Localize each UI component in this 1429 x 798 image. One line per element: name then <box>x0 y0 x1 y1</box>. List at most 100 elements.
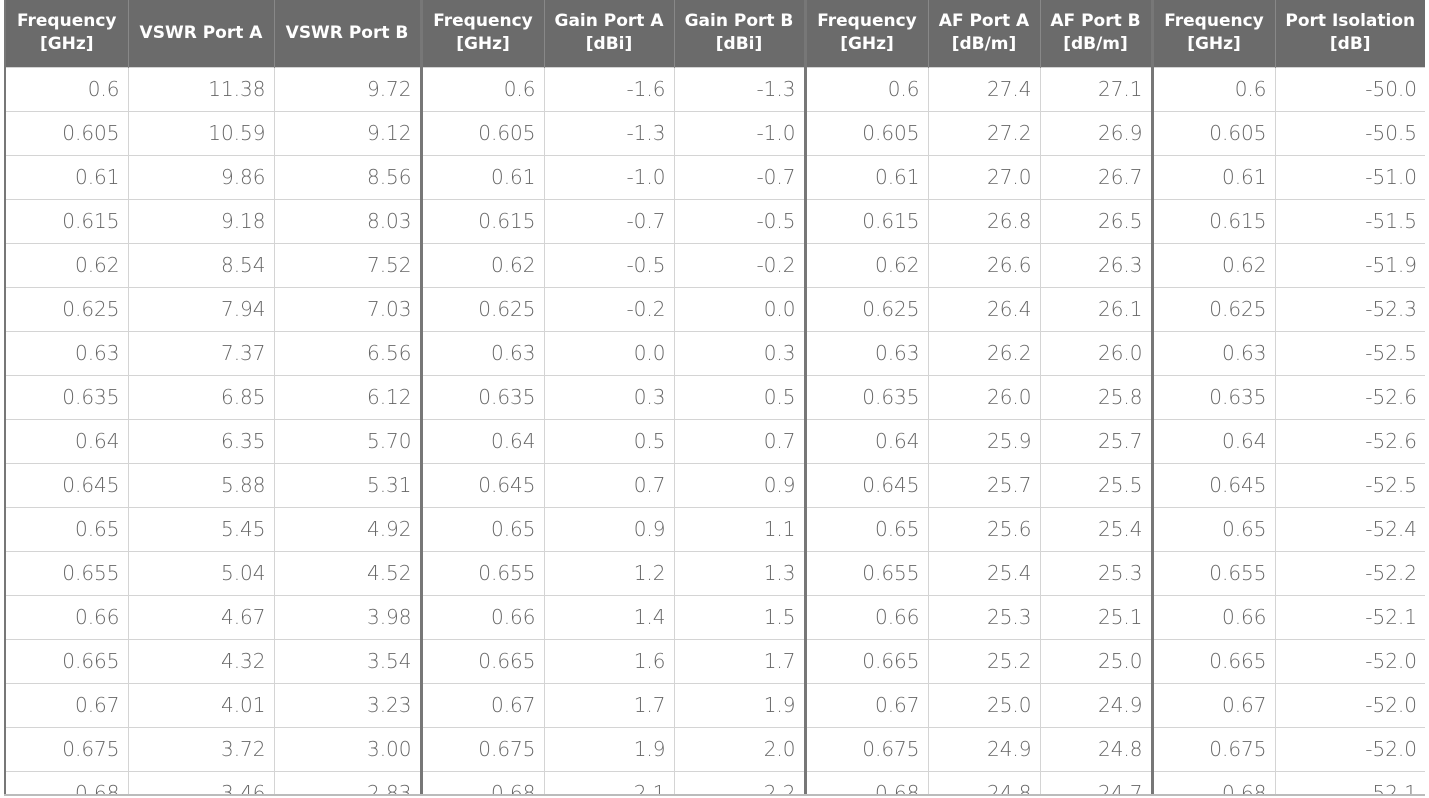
table-cell: 0.6 <box>4 66 129 112</box>
table-cell: 0.66 <box>803 594 929 640</box>
table-cell: 0.7 <box>543 462 675 508</box>
table-cell: 3.98 <box>273 594 422 640</box>
table-cell: 0.605 <box>4 110 129 156</box>
table-cell: 7.03 <box>273 286 422 332</box>
table-cell: 0.625 <box>4 286 129 332</box>
table-cell: 3.72 <box>127 726 275 772</box>
table-cell: 1.9 <box>673 682 806 728</box>
table-cell: 9.18 <box>127 198 275 244</box>
table-cell: -52.1 <box>1274 594 1425 640</box>
table-cell: 0.64 <box>803 418 929 464</box>
table-cell: 7.37 <box>127 330 275 376</box>
table-cell: 7.52 <box>273 242 422 288</box>
table-cell: 25.7 <box>1039 418 1153 464</box>
table-cell: 0.635 <box>1150 374 1276 420</box>
table-cell: 25.0 <box>927 682 1041 728</box>
table-cell: 3.00 <box>273 726 422 772</box>
table-cell: 0.65 <box>419 506 545 552</box>
table-cell: 4.32 <box>127 638 275 684</box>
table-cell: 8.54 <box>127 242 275 288</box>
column-header: Frequency [GHz] <box>419 0 544 67</box>
table-cell: 6.85 <box>127 374 275 420</box>
table-cell: 6.12 <box>273 374 422 420</box>
table-cell: -52.1 <box>1274 770 1425 794</box>
table-cell: 9.86 <box>127 154 275 200</box>
table-row: 0.62 8.54 7.52 0.62 -0.5 -0.2 0.62 26.6 26.3 0.62… <box>4 242 1425 288</box>
table-cell: 0.675 <box>4 726 129 772</box>
table-cell: 0.66 <box>1150 594 1276 640</box>
table-cell: 0.61 <box>803 154 929 200</box>
table-cell: -1.6 <box>543 66 675 112</box>
table-cell: 25.2 <box>927 638 1041 684</box>
table-cell: 6.56 <box>273 330 422 376</box>
table-cell: 25.9 <box>927 418 1041 464</box>
column-header: Frequency [GHz] <box>4 0 128 67</box>
table-cell: -52.4 <box>1274 506 1425 552</box>
table-cell: 26.7 <box>1039 154 1153 200</box>
table-cell: -52.3 <box>1274 286 1425 332</box>
column-header: Frequency [GHz] <box>803 0 928 67</box>
table-cell: 5.31 <box>273 462 422 508</box>
column-header: AF Port A [dB/m] <box>927 0 1040 67</box>
table-cell: 1.4 <box>543 594 675 640</box>
table-cell: -1.3 <box>543 110 675 156</box>
table-cell: 25.5 <box>1039 462 1153 508</box>
table-cell: 0.67 <box>419 682 545 728</box>
table-cell: 0.665 <box>1150 638 1276 684</box>
table-cell: 0.675 <box>803 726 929 772</box>
column-header: VSWR Port B <box>273 0 421 67</box>
table-cell: 0.9 <box>673 462 806 508</box>
table-row: 0.605 10.59 9.12 0.605 -1.3 -1.0 0.605 27.2 26.9… <box>4 110 1425 156</box>
table-cell: 5.70 <box>273 418 422 464</box>
table-cell: 5.04 <box>127 550 275 596</box>
table-cell: 24.8 <box>1039 726 1153 772</box>
table-cell: 0.5 <box>673 374 806 420</box>
table-cell: -50.0 <box>1274 66 1425 112</box>
table-cell: 7.94 <box>127 286 275 332</box>
table-row: 0.61 9.86 8.56 0.61 -1.0 -0.7 0.61 27.0 26.7 0.61… <box>4 154 1425 200</box>
table-row: 0.6 11.38 9.72 0.6 -1.6 -1.3 0.6 27.4 27.1 0.6 -50… <box>4 66 1425 112</box>
table-cell: 0.6 <box>1150 66 1276 112</box>
table-cell: -52.0 <box>1274 638 1425 684</box>
table-cell: -0.7 <box>543 198 675 244</box>
table-cell: 0.645 <box>4 462 129 508</box>
table-cell: 4.52 <box>273 550 422 596</box>
table-cell: 0.605 <box>1150 110 1276 156</box>
table-cell: 0.67 <box>1150 682 1276 728</box>
table-cell: 0.68 <box>419 770 545 794</box>
table-cell: 11.38 <box>127 66 275 112</box>
table-cell: 27.4 <box>927 66 1041 112</box>
table-cell: 0.62 <box>1150 242 1276 288</box>
table-cell: 0.65 <box>803 506 929 552</box>
table-cell: 0.665 <box>419 638 545 684</box>
table-cell: 26.0 <box>927 374 1041 420</box>
table-cell: 27.2 <box>927 110 1041 156</box>
table-cell: 2.2 <box>673 770 806 794</box>
table-row: 0.68 3.46 2.83 0.68 2.1 2.2 0.68 24.8 24.7 0.68 -5… <box>4 770 1425 794</box>
table-row: 0.645 5.88 5.31 0.645 0.7 0.9 0.645 25.7 25.5 0.6… <box>4 462 1425 508</box>
table-cell: 8.03 <box>273 198 422 244</box>
table-cell: 9.12 <box>273 110 422 156</box>
table-row: 0.665 4.32 3.54 0.665 1.6 1.7 0.665 25.2 25.0 0.6… <box>4 638 1425 684</box>
table-row: 0.615 9.18 8.03 0.615 -0.7 -0.5 0.615 26.8 26.5 0… <box>4 198 1425 244</box>
table-cell: -1.0 <box>543 154 675 200</box>
table-cell: 3.54 <box>273 638 422 684</box>
table-cell: 0.615 <box>4 198 129 244</box>
column-header: VSWR Port A <box>127 0 274 67</box>
table-cell: 0.66 <box>419 594 545 640</box>
table-cell: 0.6 <box>419 66 545 112</box>
table-cell: 25.6 <box>927 506 1041 552</box>
table-cell: 25.4 <box>1039 506 1153 552</box>
table-cell: 26.8 <box>927 198 1041 244</box>
table-row: 0.625 7.94 7.03 0.625 -0.2 0.0 0.625 26.4 26.1 0.… <box>4 286 1425 332</box>
table-cell: -1.0 <box>673 110 806 156</box>
table-cell: 26.6 <box>927 242 1041 288</box>
table-cell: 0.655 <box>4 550 129 596</box>
table-cell: 2.0 <box>673 726 806 772</box>
table-cell: 0.655 <box>803 550 929 596</box>
table-cell: 24.9 <box>1039 682 1153 728</box>
table-cell: 9.72 <box>273 66 422 112</box>
table-cell: 0.675 <box>419 726 545 772</box>
table-cell: 0.61 <box>1150 154 1276 200</box>
